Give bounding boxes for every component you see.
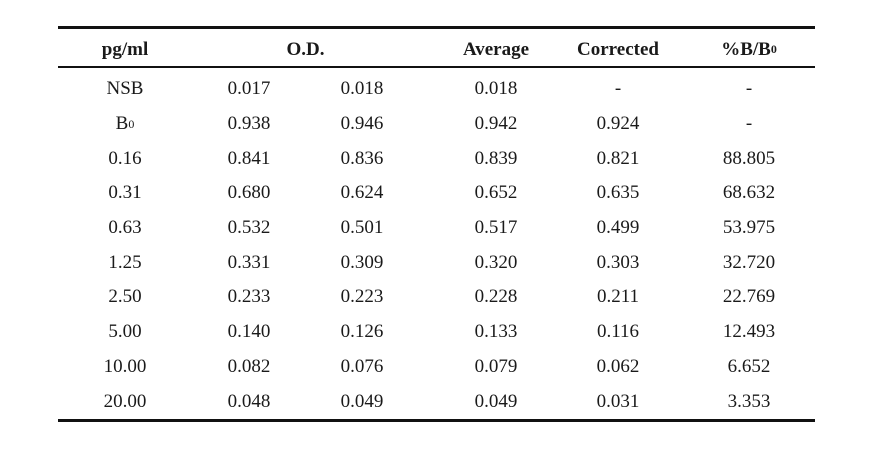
table-bottom-rule: [58, 418, 815, 422]
cell-od1: 0.841: [227, 147, 271, 169]
cell-average: 0.320: [474, 251, 518, 273]
cell-corrected: 0.635: [596, 182, 640, 204]
cell-conc: 0.16: [66, 141, 184, 176]
table-row: 0.63 0.532 0.501 0.517 0.499 53.975: [58, 211, 815, 246]
header-corrected: Corrected: [577, 38, 659, 60]
cell-conc: 0.63: [66, 211, 184, 246]
cell-percent-b-b0: 22.769: [722, 286, 776, 308]
cell-corrected: 0.821: [596, 147, 640, 169]
cell-conc-label: 5.00: [108, 321, 142, 343]
cell-od1: 0.048: [227, 390, 271, 412]
table-row: 0.31 0.680 0.624 0.652 0.635 68.632: [58, 176, 815, 211]
cell-percent-b-b0: 6.652: [727, 355, 771, 377]
header-conc: pg/ml: [101, 38, 149, 60]
cell-corrected: 0.303: [596, 251, 640, 273]
table-header-row: pg/ml O.D. Average Corrected %B/B 0: [58, 29, 815, 66]
cell-conc-label: B: [115, 113, 129, 135]
cell-percent-b-b0: -: [745, 113, 753, 135]
cell-average: 0.049: [474, 390, 518, 412]
cell-conc-label: 0.63: [108, 217, 142, 239]
cell-od1: 0.017: [227, 78, 271, 100]
cell-od2: 0.501: [340, 217, 384, 239]
cell-od2: 0.018: [340, 78, 384, 100]
cell-corrected: -: [614, 78, 622, 100]
table-row: 0.16 0.841 0.836 0.839 0.821 88.805: [58, 141, 815, 176]
table-row: 20.00 0.048 0.049 0.049 0.031 3.353: [58, 384, 815, 419]
cell-conc-label: 20.00: [103, 390, 147, 412]
cell-od2: 0.126: [340, 321, 384, 343]
cell-od2: 0.624: [340, 182, 384, 204]
cell-percent-b-b0: 88.805: [722, 147, 776, 169]
table-row: 5.00 0.140 0.126 0.133 0.116 12.493: [58, 315, 815, 350]
cell-corrected: 0.499: [596, 217, 640, 239]
cell-average: 0.839: [474, 147, 518, 169]
cell-conc-label: 2.50: [108, 286, 142, 308]
cell-percent-b-b0: 53.975: [722, 217, 776, 239]
cell-conc: 2.50: [66, 280, 184, 315]
header-percent-sub: 0: [770, 42, 777, 56]
cell-average: 0.228: [474, 286, 518, 308]
cell-od1: 0.233: [227, 286, 271, 308]
cell-conc-label: 0.16: [108, 147, 142, 169]
table-row: NSB 0.017 0.018 0.018 - -: [58, 72, 815, 107]
table-body: NSB 0.017 0.018 0.018 - - B 0 0.938 0.946 0.942 0.9…: [58, 68, 815, 419]
cell-od1: 0.532: [227, 217, 271, 239]
table-row: 1.25 0.331 0.309 0.320 0.303 32.720: [58, 245, 815, 280]
cell-od2: 0.076: [340, 355, 384, 377]
cell-od2: 0.223: [340, 286, 384, 308]
cell-percent-b-b0: 32.720: [722, 251, 776, 273]
cell-percent-b-b0: 12.493: [722, 321, 776, 343]
cell-percent-b-b0: 68.632: [722, 182, 776, 204]
header-percent-main: %B/B: [721, 38, 771, 60]
cell-average: 0.018: [474, 78, 518, 100]
cell-od1: 0.082: [227, 355, 271, 377]
cell-conc-label: NSB: [106, 78, 144, 100]
cell-conc: 20.00: [66, 384, 184, 419]
table-row: 2.50 0.233 0.223 0.228 0.211 22.769: [58, 280, 815, 315]
cell-od1: 0.331: [227, 251, 271, 273]
header-average: Average: [462, 38, 530, 60]
cell-od2: 0.049: [340, 390, 384, 412]
header-od: O.D.: [286, 38, 325, 60]
cell-corrected: 0.062: [596, 355, 640, 377]
cell-percent-b-b0: 3.353: [727, 390, 771, 412]
cell-od1: 0.140: [227, 321, 271, 343]
cell-od1: 0.938: [227, 113, 271, 135]
cell-conc-label: 10.00: [103, 355, 147, 377]
table-row: B 0 0.938 0.946 0.942 0.924 -: [58, 107, 815, 142]
cell-conc: 10.00: [66, 350, 184, 385]
cell-average: 0.942: [474, 113, 518, 135]
cell-conc: NSB: [66, 72, 184, 107]
cell-average: 0.652: [474, 182, 518, 204]
cell-od2: 0.946: [340, 113, 384, 135]
cell-average: 0.079: [474, 355, 518, 377]
cell-percent-b-b0: -: [745, 78, 753, 100]
cell-od2: 0.309: [340, 251, 384, 273]
cell-conc-label: 1.25: [108, 251, 142, 273]
cell-conc: 5.00: [66, 315, 184, 350]
cell-average: 0.133: [474, 321, 518, 343]
table-row: 10.00 0.082 0.076 0.079 0.062 6.652: [58, 350, 815, 385]
cell-corrected: 0.211: [596, 286, 640, 308]
cell-od1: 0.680: [227, 182, 271, 204]
cell-conc: 0.31: [66, 176, 184, 211]
cell-conc-subscript: 0: [128, 116, 135, 131]
cell-corrected: 0.031: [596, 390, 640, 412]
cell-conc: 1.25: [66, 245, 184, 280]
cell-corrected: 0.924: [596, 113, 640, 135]
table-header-rule: [58, 66, 815, 68]
table-top-rule: [58, 26, 815, 29]
cell-od2: 0.836: [340, 147, 384, 169]
cell-average: 0.517: [474, 217, 518, 239]
cell-conc-label: 0.31: [108, 182, 142, 204]
cell-corrected: 0.116: [596, 321, 640, 343]
data-table: pg/ml O.D. Average Corrected %B/B 0 NSB 0.…: [58, 26, 815, 422]
header-percent-b-b0: %B/B 0: [694, 29, 804, 66]
